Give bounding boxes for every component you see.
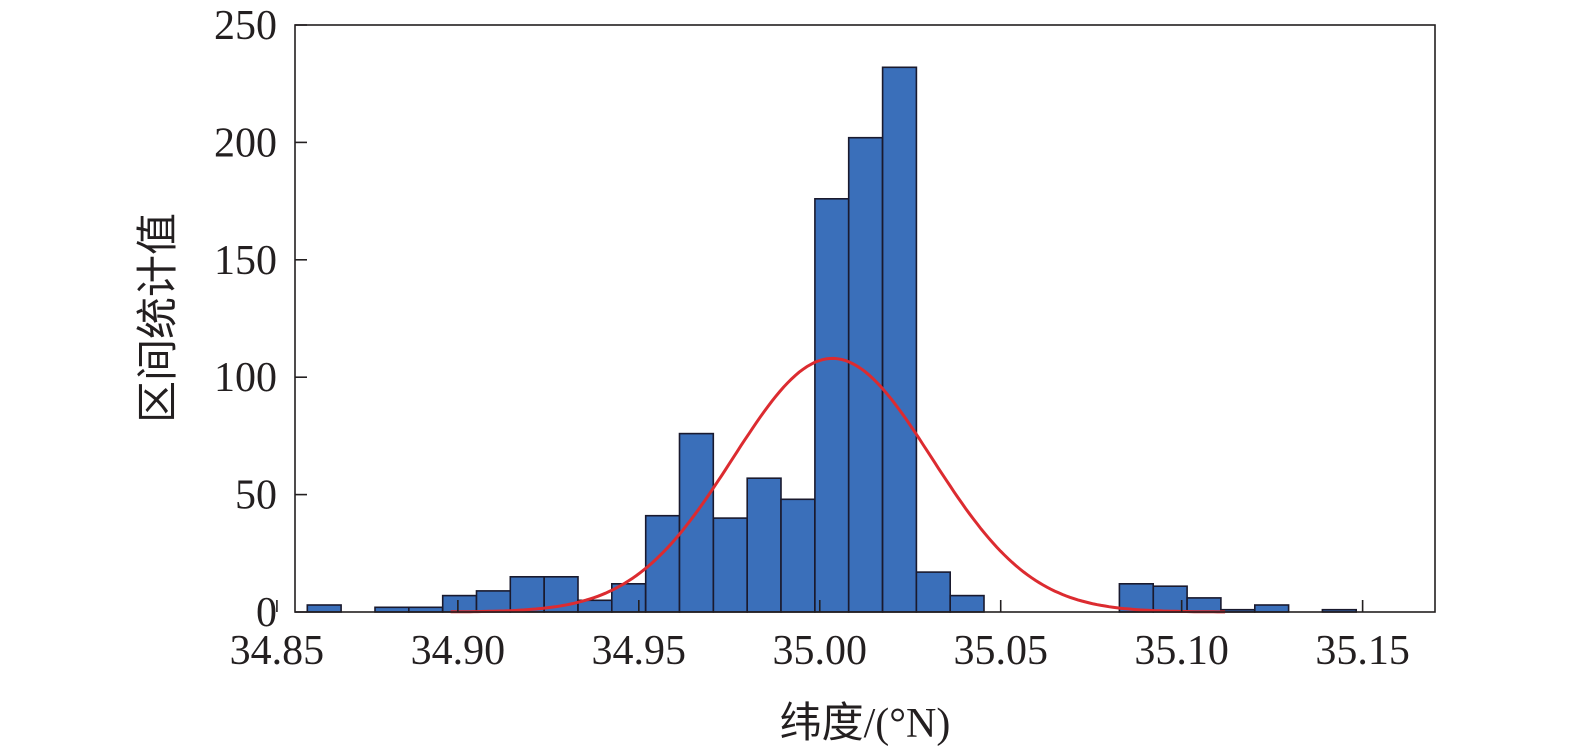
histogram-bar	[814, 198, 850, 613]
histogram-bar	[746, 477, 782, 613]
x-tick-label: 34.85	[230, 628, 325, 674]
histogram-bar	[1186, 597, 1222, 613]
y-axis: 0 50 100 150 200 250	[214, 3, 307, 636]
bars-layer	[306, 66, 1358, 613]
normal-fit-curve	[450, 356, 1226, 614]
x-axis: 34.85 34.90 34.95 35.00 35.05 35.10 35.15	[230, 600, 1410, 674]
histogram-bar	[949, 594, 985, 613]
histogram-bar	[847, 136, 884, 613]
histogram-bar	[678, 432, 715, 613]
histogram-bar	[644, 514, 681, 613]
y-tick-label: 50	[235, 473, 277, 519]
histogram-bar	[1254, 604, 1290, 613]
histogram-bar	[475, 590, 512, 613]
histogram-bar	[712, 517, 749, 613]
x-tick-label: 35.10	[1134, 628, 1229, 674]
y-tick-label: 250	[214, 3, 277, 49]
histogram-bar	[915, 571, 952, 613]
x-tick-label: 34.95	[592, 628, 687, 674]
x-tick-label: 35.15	[1315, 628, 1410, 674]
y-tick-label: 200	[214, 120, 277, 166]
histogram-bar	[881, 66, 918, 613]
y-tick-label: 150	[214, 238, 277, 284]
histogram-bar	[306, 604, 342, 613]
x-tick-label: 34.90	[411, 628, 506, 674]
x-tick-label: 35.00	[773, 628, 868, 674]
x-axis-label: 纬度/(°N)	[780, 701, 951, 747]
x-tick-label: 35.05	[953, 628, 1048, 674]
histogram-bar	[509, 575, 545, 613]
y-axis-label: 区间统计值	[136, 213, 182, 423]
histogram-bar	[441, 594, 478, 613]
y-tick-label: 100	[214, 355, 277, 401]
plot-frame	[294, 24, 1436, 613]
histogram-bar	[780, 498, 816, 613]
y-tick-label: 0	[256, 590, 277, 636]
